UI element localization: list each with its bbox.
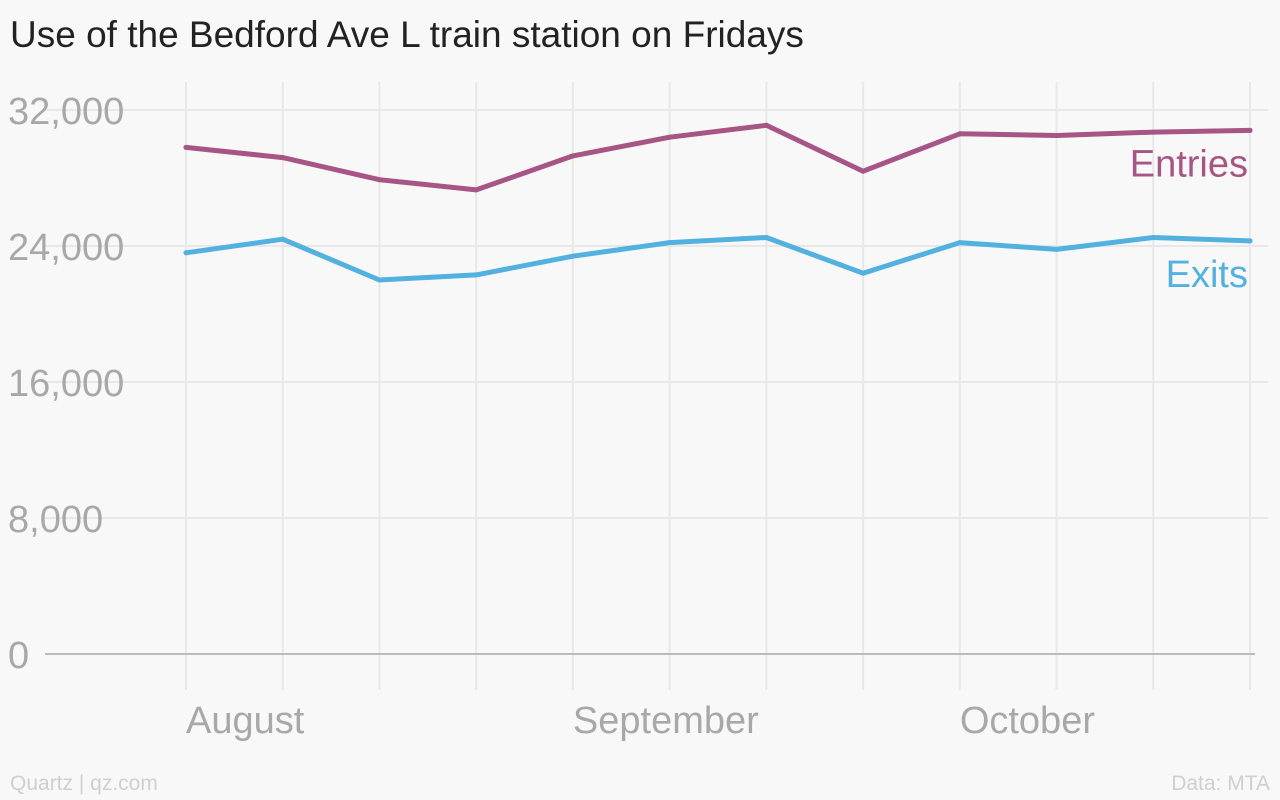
exits-series-label: Exits xyxy=(1166,254,1248,296)
exits-data-point xyxy=(570,253,576,259)
entries-data-point xyxy=(570,153,576,159)
entries-data-point xyxy=(667,134,673,140)
exits-data-point xyxy=(957,240,963,246)
entries-data-point xyxy=(280,155,286,161)
entries-data-point xyxy=(957,131,963,137)
y-tick-label: 32,000 xyxy=(8,91,124,133)
exits-data-point xyxy=(860,270,866,276)
grid-layer xyxy=(45,82,1268,654)
exits-data-point xyxy=(1054,246,1060,252)
entries-data-point xyxy=(860,168,866,174)
chart-title: Use of the Bedford Ave L train station o… xyxy=(10,14,804,55)
y-tick-label: 8,000 xyxy=(8,499,103,541)
y-tick-label: 0 xyxy=(8,635,29,677)
entries-data-point xyxy=(1150,129,1156,135)
y-tick-label: 24,000 xyxy=(8,227,124,269)
exits-data-point xyxy=(1247,238,1253,244)
label-layer: 0 8,000 16,000 24,000 32,000 August September O… xyxy=(8,91,1248,742)
exits-data-point xyxy=(280,236,286,242)
entries-data-point xyxy=(376,177,382,183)
exits-data-point xyxy=(1150,235,1156,240)
exits-data-point xyxy=(183,250,189,256)
exits-data-point xyxy=(763,235,769,240)
x-tick-label: October xyxy=(960,700,1096,742)
exits-data-point xyxy=(473,272,479,278)
exits-data-point xyxy=(667,240,673,246)
y-tick-label: 16,000 xyxy=(8,363,124,405)
exits-data-point xyxy=(376,277,382,283)
entries-series-label: Entries xyxy=(1130,143,1248,185)
x-tick-label: August xyxy=(186,700,305,742)
entries-data-point xyxy=(1247,127,1253,133)
axis-layer xyxy=(45,653,1255,690)
footer-credit: Quartz | qz.com xyxy=(10,772,158,795)
entries-data-point xyxy=(473,187,479,193)
entries-data-point xyxy=(183,144,189,150)
entries-data-point xyxy=(763,122,769,128)
exits-series-line xyxy=(183,235,1253,283)
footer-data-source: Data: MTA xyxy=(1171,772,1270,795)
series-layer xyxy=(183,122,1253,283)
x-tick-label: September xyxy=(573,700,759,742)
entries-series-line xyxy=(183,122,1253,193)
entries-data-point xyxy=(1054,133,1060,138)
